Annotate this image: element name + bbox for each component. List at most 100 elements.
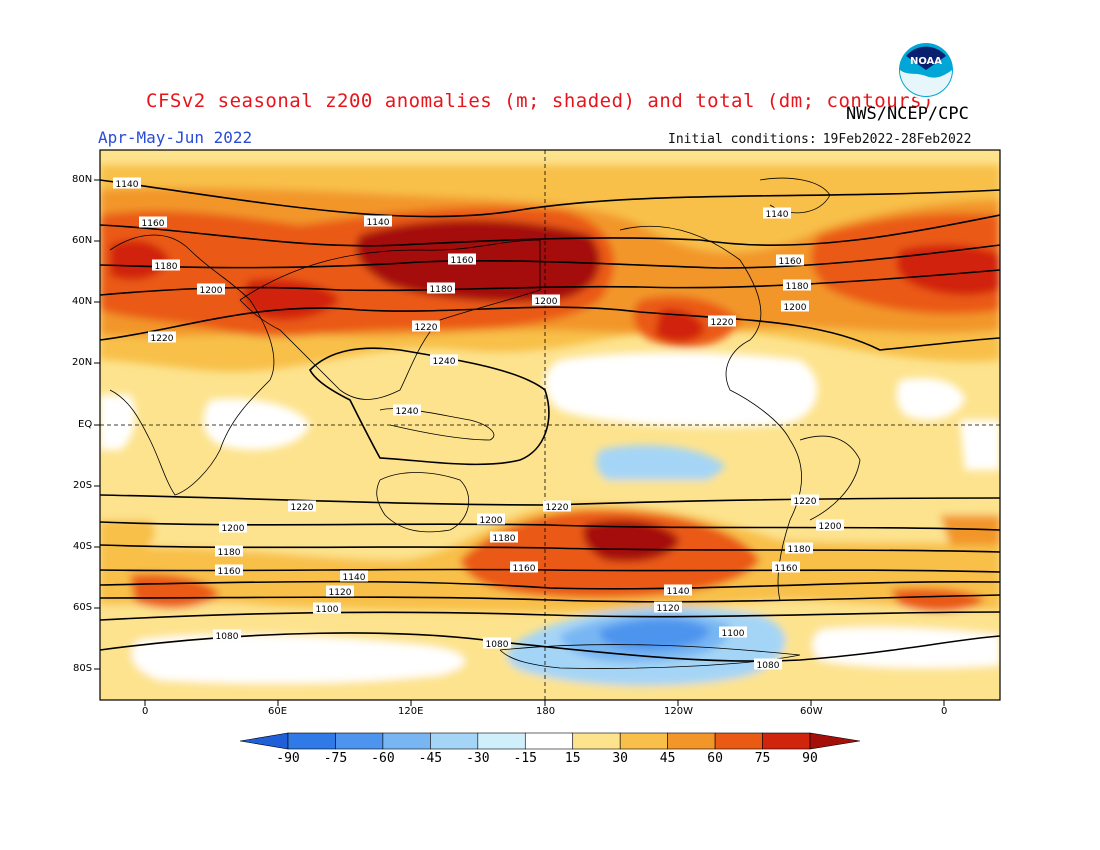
lon-label-0-right: 0 (941, 706, 948, 717)
contour-label: 1180 (218, 548, 241, 558)
lon-label-180: 180 (536, 706, 556, 717)
contour-label: 1240 (396, 407, 419, 417)
colorbar-swatch (714, 732, 763, 750)
contour-label: 1140 (367, 218, 390, 228)
contour-label: 1120 (657, 604, 680, 614)
lat-label-eq: EQ (78, 419, 93, 430)
colorbar-swatch (477, 732, 526, 750)
contour-label-bg (490, 531, 518, 543)
contour-label: 1100 (722, 629, 745, 639)
colorbar-swatch (430, 732, 479, 750)
contour-label: 1180 (430, 285, 453, 295)
colorbar-label: 75 (754, 751, 771, 766)
colorbar-swatch (667, 732, 716, 750)
lon-label-0-left: 0 (142, 706, 149, 717)
contour-label: 1220 (711, 318, 734, 328)
colorbar-label: -90 (276, 751, 300, 766)
contour-label: 1140 (667, 587, 690, 597)
contour-label-bg (219, 521, 247, 533)
contour-label-bg (148, 331, 176, 343)
contour-label: 1080 (216, 632, 239, 642)
contour-label-bg (532, 294, 560, 306)
contour-label-bg (215, 564, 243, 576)
contour-label: 1200 (784, 303, 807, 313)
lat-label-20s: 20S (73, 480, 93, 491)
contour-label: 1140 (766, 210, 789, 220)
contour-label-bg (816, 519, 844, 531)
contour-label-bg (772, 561, 800, 573)
lon-label-120w: 120W (664, 706, 693, 717)
contour-label-bg (197, 283, 225, 295)
contour-label-bg (430, 354, 458, 366)
season-label: Apr-May-Jun 2022 (98, 128, 253, 147)
colorbar (239, 732, 861, 750)
initial-conditions-label: Initial conditions: (668, 132, 817, 147)
contour-label-bg (754, 658, 782, 670)
colorbar-swatch (287, 732, 336, 750)
contour-label: 1160 (218, 567, 241, 577)
contour-label-bg (412, 320, 440, 332)
contour-label-bg (113, 177, 141, 189)
contour-label: 1220 (291, 503, 314, 513)
contour-label: 1160 (775, 564, 798, 574)
colorbar-label: 30 (612, 751, 628, 766)
contour-label-bg (213, 629, 241, 641)
contour-label: 1100 (316, 605, 339, 615)
lat-label-80n: 80N (72, 174, 93, 185)
contour-label: 1180 (155, 262, 178, 272)
colorbar-arrow-right (809, 732, 861, 750)
agency-label: NWS/NCEP/CPC (846, 104, 969, 124)
contour-label: 1120 (329, 588, 352, 598)
colorbar-label: -75 (323, 751, 348, 766)
lat-label-40n: 40N (72, 296, 93, 307)
initial-conditions: Initial conditions: 19Feb2022-28Feb2022 (668, 132, 977, 147)
contour-label-bg (654, 601, 682, 613)
axis-ticks (94, 179, 945, 706)
contour-label: 1180 (788, 545, 811, 555)
contour-label-bg (393, 404, 421, 416)
colorbar-label: 15 (564, 751, 581, 766)
noaa-logo: NOAA (897, 41, 955, 99)
contour-label-bg (340, 570, 368, 582)
initial-conditions-range: 19Feb2022-28Feb2022 (822, 132, 972, 147)
contour-label-bg (776, 254, 804, 266)
colorbar-label: -30 (466, 751, 490, 766)
colorbar-label: -60 (371, 751, 395, 766)
contour-label-bg (510, 561, 538, 573)
contour-label-bg (781, 300, 809, 312)
lon-label-120e: 120E (398, 706, 424, 717)
contour-label-bg (483, 637, 511, 649)
contour-label-bg (543, 500, 571, 512)
contour-label: 1200 (200, 286, 223, 296)
contour-label: 1160 (779, 257, 802, 267)
contour-label: 1160 (451, 256, 474, 266)
contour-label-bg (477, 513, 505, 525)
contour-label-bg (785, 542, 813, 554)
contour-label-bg (152, 259, 180, 271)
colorbar-label: 90 (802, 751, 818, 766)
contour-label: 1200 (222, 524, 245, 534)
contour-label-bg (708, 315, 736, 327)
contour-label-bg (139, 216, 167, 228)
colorbar-swatch (619, 732, 668, 750)
colorbar-swatch (762, 732, 811, 750)
colorbar-label: -15 (513, 751, 538, 766)
contour-label-bg (288, 500, 316, 512)
lat-label-80s: 80S (73, 663, 93, 674)
contour-label-bg (326, 585, 354, 597)
contour-label-bg (364, 215, 392, 227)
colorbar-arrow-left (239, 732, 289, 750)
colorbar-label: 60 (707, 751, 723, 766)
contour-label: 1200 (535, 297, 558, 307)
contour-label-bg (664, 584, 692, 596)
contour-label: 1200 (819, 522, 842, 532)
contour-label: 1220 (415, 323, 438, 333)
contour-label: 1220 (794, 497, 817, 507)
colorbar-swatch (572, 732, 621, 750)
lat-label-60n: 60N (72, 235, 93, 246)
colorbar-swatch (335, 732, 384, 750)
lat-label-60s: 60S (73, 602, 93, 613)
contour-label: 1220 (546, 503, 569, 513)
contour-label-bg (427, 282, 455, 294)
